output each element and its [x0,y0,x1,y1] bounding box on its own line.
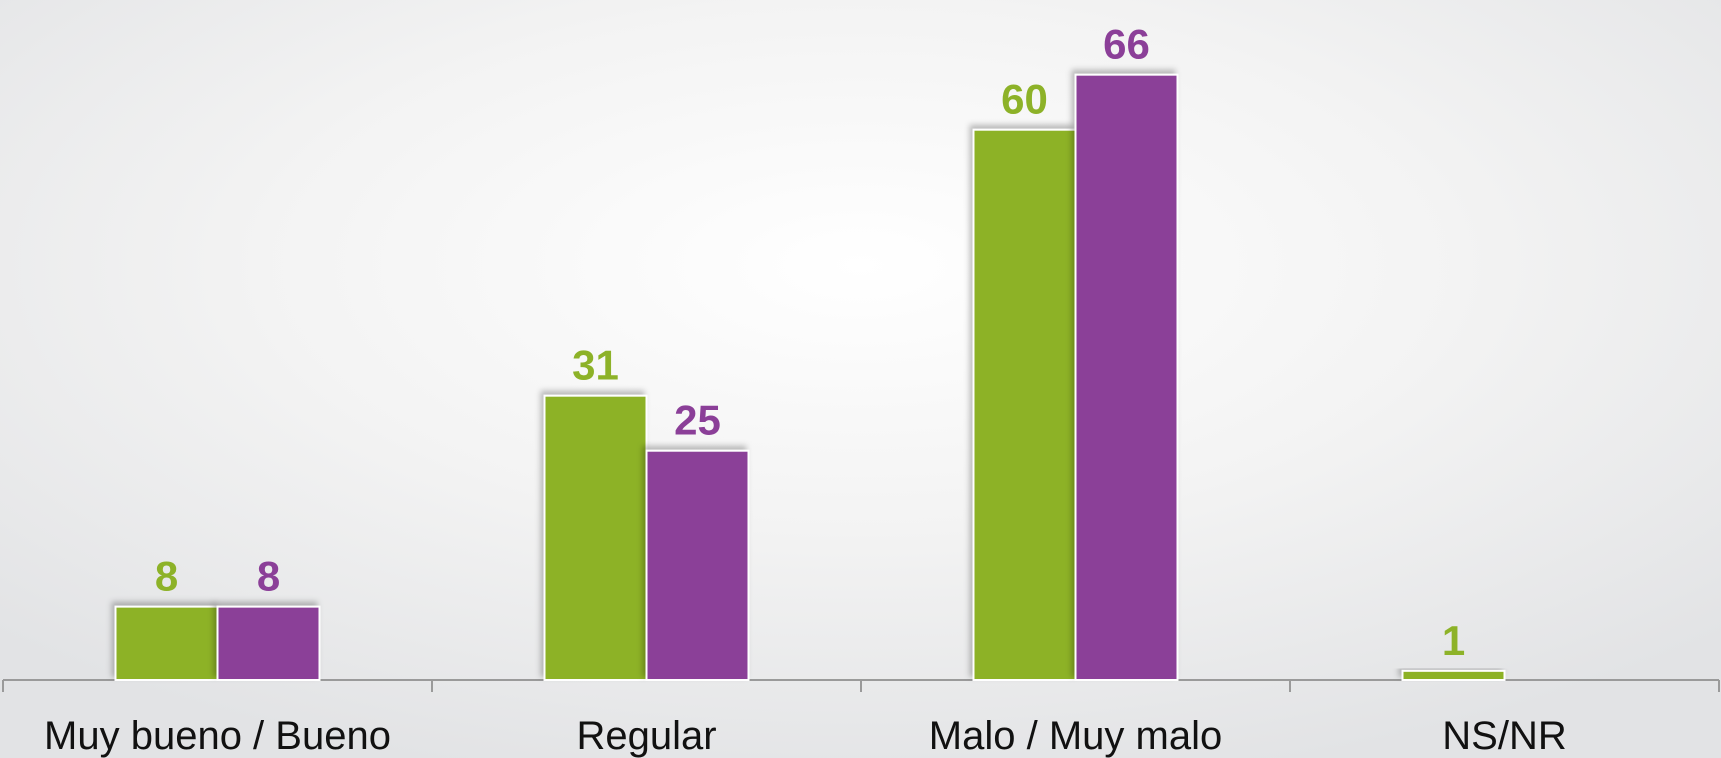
data-label: 8 [155,553,178,600]
x-tick-label: NS/NR [1442,714,1566,758]
bar [114,605,219,682]
bar [972,128,1077,681]
x-tick-label: Malo / Muy malo [929,714,1222,758]
bar [1401,669,1506,681]
data-label: 8 [257,553,280,600]
data-label: 25 [674,397,721,444]
data-label: 60 [1001,76,1048,123]
x-tick-label: Muy bueno / Bueno [44,714,391,758]
data-label: 31 [572,342,619,389]
x-tick-label: Regular [576,714,716,758]
bar [1074,73,1179,681]
bar [645,449,750,682]
data-label: 1 [1442,617,1465,664]
data-label: 66 [1103,21,1150,68]
bar [543,394,648,681]
bar [216,605,321,682]
